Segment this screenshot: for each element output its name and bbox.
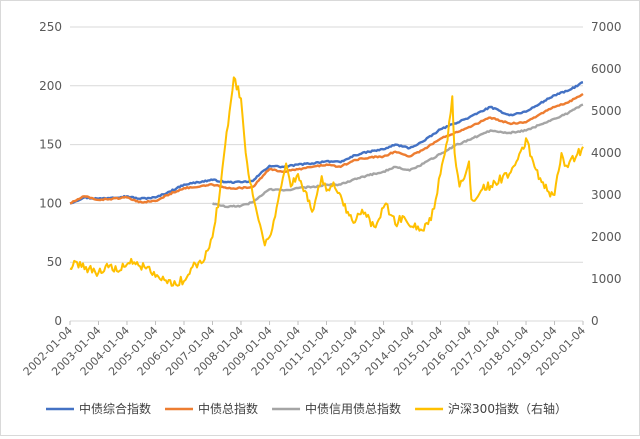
y-left-tick-label: 150 — [39, 138, 62, 152]
y-right-tick-label: 3000 — [591, 188, 622, 202]
legend: 中债综合指数 中债总指数 中债信用债总指数 沪深300指数（右轴） — [46, 401, 567, 416]
series-line — [212, 103, 584, 209]
legend-label: 中债总指数 — [198, 401, 258, 416]
series-line — [69, 92, 584, 205]
y-right-tick-label: 7000 — [591, 20, 622, 34]
right-y-axis: 0 1000 2000 3000 4000 5000 6000 7000 — [591, 20, 622, 328]
y-right-tick-label: 1000 — [591, 272, 622, 286]
y-right-tick-label: 4000 — [591, 146, 622, 160]
series-line — [69, 76, 584, 287]
y-left-tick-label: 0 — [54, 314, 62, 328]
y-left-tick-label: 100 — [39, 196, 62, 210]
left-y-axis: 0 50 100 150 200 250 — [39, 20, 62, 328]
y-right-tick-label: 5000 — [591, 104, 622, 118]
legend-label: 中债综合指数 — [79, 401, 151, 416]
series-line — [69, 81, 584, 205]
y-right-tick-label: 6000 — [591, 62, 622, 76]
series-lines — [69, 76, 584, 287]
legend-label: 沪深300指数（右轴） — [448, 401, 567, 416]
x-axis: 2002-01-042003-01-042004-01-042005-01-04… — [21, 321, 588, 378]
y-left-tick-label: 250 — [39, 20, 62, 34]
legend-label: 中债信用债总指数 — [305, 401, 401, 416]
y-right-tick-label: 0 — [591, 314, 599, 328]
y-left-tick-label: 200 — [39, 79, 62, 93]
y-left-tick-label: 50 — [47, 255, 62, 269]
y-right-tick-label: 2000 — [591, 230, 622, 244]
